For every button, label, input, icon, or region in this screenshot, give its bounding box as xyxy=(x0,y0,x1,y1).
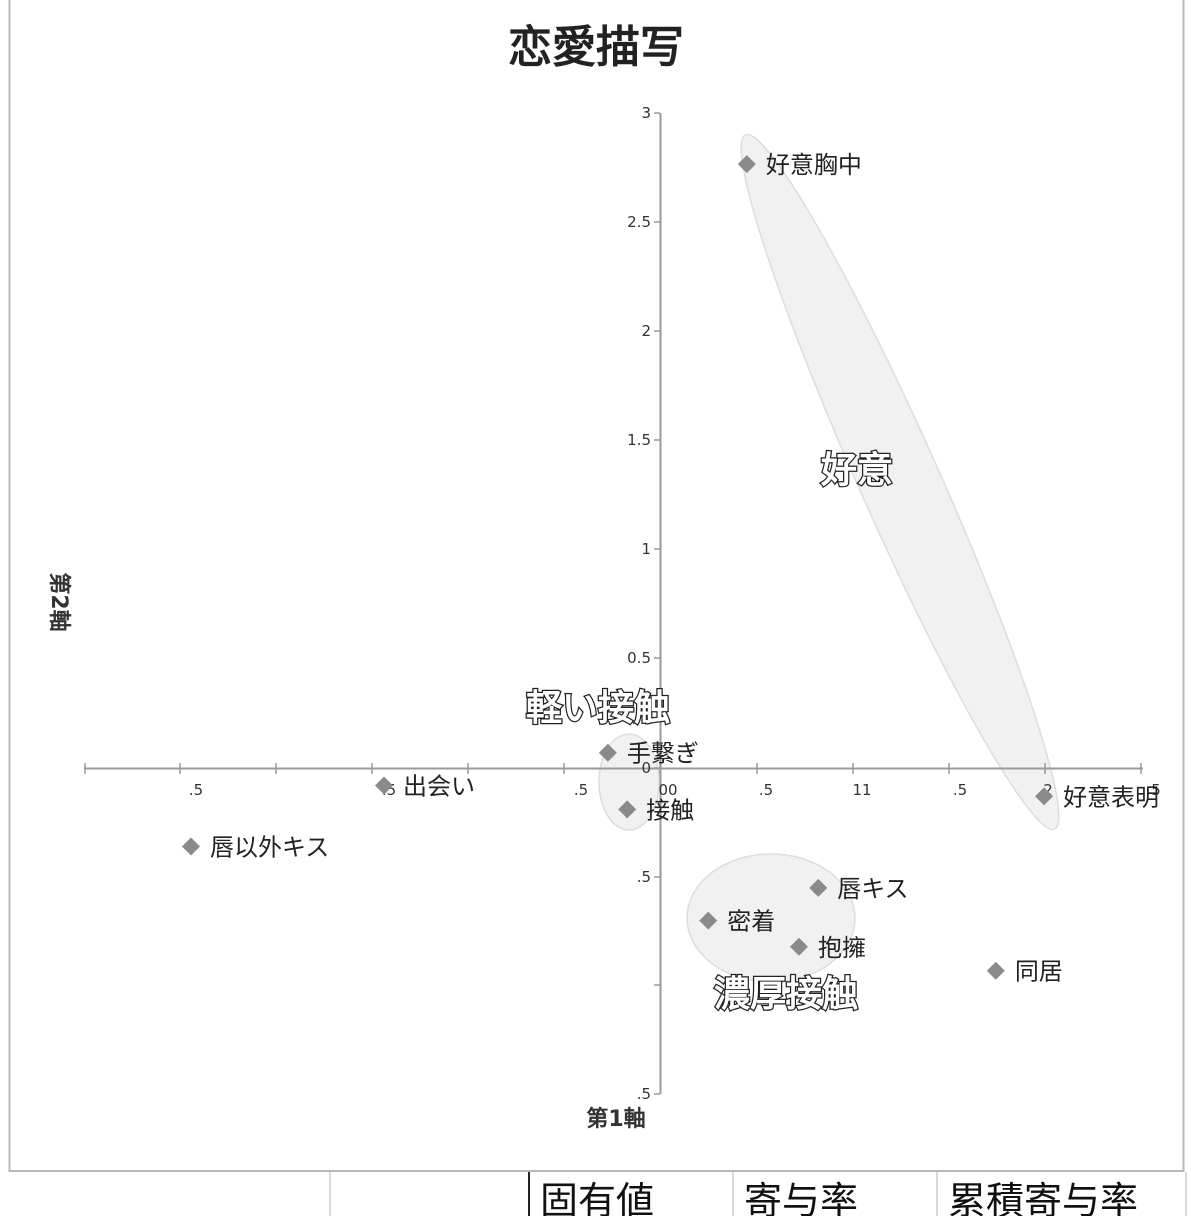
y-tick-label: 3 xyxy=(641,104,651,122)
cluster-ellipse-koui xyxy=(740,133,1060,831)
x-tick-label: 2 xyxy=(1043,781,1053,799)
data-point-marker xyxy=(598,743,617,762)
data-point-label: 接触 xyxy=(646,796,694,824)
y-tick-label: .5 xyxy=(637,868,651,886)
cluster-label-light-contact: 軽い接触 xyxy=(526,688,670,729)
y-tick-label: 2 xyxy=(641,322,651,340)
data-point-marker xyxy=(789,937,808,956)
data-point-marker xyxy=(1035,787,1054,806)
x-axis-label: 第1軸 xyxy=(586,1106,645,1132)
table-header-eigenvalue: 固有値 xyxy=(540,1179,654,1216)
x-axis-ticks: .5.5.5 00.5 11.5 2 5 xyxy=(84,763,1161,799)
data-point-label: 好意胸中 xyxy=(766,151,862,179)
data-point-marker xyxy=(986,961,1005,980)
data-point-label: 出会い xyxy=(403,772,475,800)
y-tick-label: 1 xyxy=(641,540,651,558)
chart-title: 恋愛描写 xyxy=(508,22,684,73)
chart-border xyxy=(8,0,1185,1172)
y-tick-label: .5 xyxy=(637,1085,651,1103)
data-point-label: 唇以外キス xyxy=(210,833,329,861)
y-tick-label: 0.5 xyxy=(627,649,651,667)
x-tick-label: 00 xyxy=(658,781,677,799)
y-axis-ticks: 32.521.510.50.5.5 xyxy=(627,104,660,1103)
cluster-label-koui: 好意 xyxy=(820,450,893,491)
x-tick-label: 5 xyxy=(1151,781,1161,799)
data-point-marker xyxy=(375,776,394,795)
y-axis-label: 第2軸 xyxy=(46,572,72,631)
cluster-label-heavy-contact: 濃厚接触 xyxy=(714,974,858,1015)
x-tick-label: .5 xyxy=(574,781,588,799)
data-point-label: 唇キス xyxy=(837,875,908,903)
data-point-marker xyxy=(737,155,756,174)
data-point-marker xyxy=(699,911,718,930)
x-tick-label: .5 xyxy=(189,781,203,799)
eigen-table: 固有値 寄与率 累積寄与率 xyxy=(329,1172,1187,1216)
data-point-label: 抱擁 xyxy=(818,934,866,962)
y-tick-label: 0 xyxy=(641,759,651,777)
data-point-label: 密着 xyxy=(727,908,775,936)
data-point-label: 同居 xyxy=(1015,958,1063,986)
data-point-marker xyxy=(809,878,828,897)
x-tick-label: 11 xyxy=(852,781,871,799)
y-tick-label: 1.5 xyxy=(627,431,651,449)
x-tick-label: .5 xyxy=(759,781,773,799)
x-tick-label: .5 xyxy=(953,781,967,799)
data-point-label: 好意表明 xyxy=(1063,783,1159,811)
table-header-cumulative: 累積寄与率 xyxy=(948,1179,1138,1216)
data-point-label: 手繋ぎ xyxy=(627,740,699,768)
data-point-marker xyxy=(182,837,201,856)
data-point-marker xyxy=(618,800,637,819)
table-header-contribution: 寄与率 xyxy=(744,1179,858,1216)
cluster-ellipse-light-contact xyxy=(598,733,660,831)
y-tick-label: 2.5 xyxy=(627,213,651,231)
